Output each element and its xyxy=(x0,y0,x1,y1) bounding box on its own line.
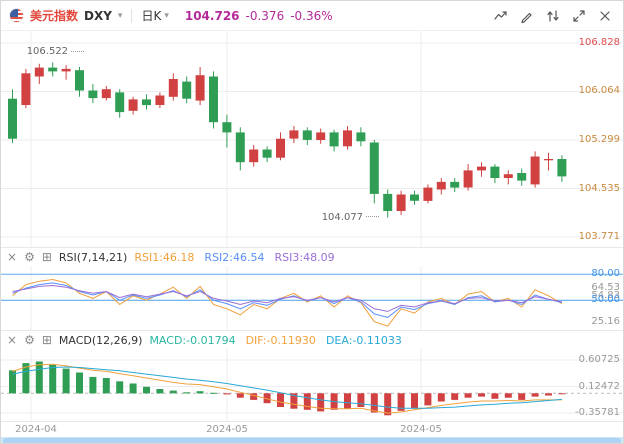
y-axis-label: 50.00 xyxy=(591,294,620,306)
chart-toolbar: 美元指数 DXY ▾ 日K ▾ 104.726 -0.376 -0.36% xyxy=(1,1,623,31)
x-axis-label: 2024-05 xyxy=(400,424,442,435)
chart-scrollbar[interactable] xyxy=(1,437,623,443)
x-axis-label: 2024-04 xyxy=(15,424,57,435)
y-axis-label: 0.12472 xyxy=(578,380,620,392)
low-price-annotation: 104.077 xyxy=(322,212,380,223)
y-axis-label: 25.16 xyxy=(591,315,620,327)
period-label: 日K xyxy=(141,9,162,23)
period-selector[interactable]: 日K ▾ xyxy=(141,7,168,24)
high-price-annotation: 106.522 xyxy=(27,46,85,57)
y-axis-label: 104.535 xyxy=(578,182,620,194)
rsi-header: × ⚙ ⊞ RSI(7,14,21) RSI1:46.18 RSI2:46.54 R… xyxy=(1,248,623,266)
scrollbar-thumb[interactable] xyxy=(3,438,621,443)
y-axis-label: 54.83 xyxy=(591,289,620,301)
legend-item: RSI2:46.54 xyxy=(204,250,265,264)
legend-item: RSI3:48.09 xyxy=(274,250,335,264)
rsi-chart[interactable] xyxy=(1,266,623,330)
y-axis-label: 106.064 xyxy=(578,85,620,97)
candlestick-chart[interactable] xyxy=(1,31,623,247)
last-price: 104.726 xyxy=(184,8,240,23)
y-axis-label: 0.60725 xyxy=(578,354,620,365)
y-axis-label: -0.35781 xyxy=(575,407,620,418)
close-icon[interactable]: × xyxy=(7,333,18,347)
instrument-symbol[interactable]: DXY xyxy=(84,8,112,23)
chevron-down-icon: ▾ xyxy=(164,10,169,21)
price-change: -0.376 xyxy=(245,8,285,23)
y-axis-label: 106.828 xyxy=(578,37,620,48)
instrument-logo-icon xyxy=(9,8,24,23)
legend-item: DEA:-0.11033 xyxy=(325,333,402,347)
gear-icon[interactable]: ⚙ xyxy=(24,250,35,264)
macd-pane: × ⚙ ⊞ MACD(12,26,9) MACD:-0.01794 DIF:-0.… xyxy=(1,330,623,421)
x-axis-label: 2024-05 xyxy=(206,424,248,435)
close-icon[interactable] xyxy=(595,6,615,26)
y-axis-label: 103.771 xyxy=(578,231,620,242)
add-indicator-icon[interactable]: ⊞ xyxy=(41,333,52,347)
close-icon[interactable]: × xyxy=(7,250,18,264)
rsi-title: RSI(7,14,21) xyxy=(58,250,128,264)
legend-item: MACD:-0.01794 xyxy=(149,333,236,347)
macd-title: MACD(12,26,9) xyxy=(58,333,143,347)
chevron-down-icon[interactable]: ▾ xyxy=(117,10,123,21)
rsi-pane: × ⚙ ⊞ RSI(7,14,21) RSI1:46.18 RSI2:46.54 R… xyxy=(1,247,623,330)
line-chart-icon[interactable] xyxy=(491,6,511,26)
legend-item: DIF:-0.11930 xyxy=(245,333,316,347)
legend-item: RSI1:46.18 xyxy=(134,250,195,264)
y-axis-label: 80.00 xyxy=(591,268,620,280)
y-axis-label: 105.299 xyxy=(578,134,620,146)
rsi-legend: RSI1:46.18 RSI2:46.54 RSI3:48.09 xyxy=(134,251,334,264)
divider xyxy=(131,8,133,23)
candlestick-pane: 106.828 106.064 105.299 104.535 103.771 106.5… xyxy=(1,31,623,247)
compare-arrows-icon[interactable] xyxy=(543,6,563,26)
macd-chart[interactable] xyxy=(1,349,623,421)
price-change-pct: -0.36% xyxy=(290,8,333,23)
time-axis: 2024-04 2024-05 2024-05 xyxy=(1,421,623,437)
fullscreen-icon[interactable] xyxy=(569,6,589,26)
draw-pencil-icon[interactable] xyxy=(517,6,537,26)
instrument-name[interactable]: 美元指数 xyxy=(30,9,79,23)
add-indicator-icon[interactable]: ⊞ xyxy=(41,250,52,264)
macd-header: × ⚙ ⊞ MACD(12,26,9) MACD:-0.01794 DIF:-0.… xyxy=(1,331,623,349)
macd-legend: MACD:-0.01794 DIF:-0.11930 DEA:-0.11033 xyxy=(149,334,401,347)
y-axis-label: 64.53 xyxy=(591,281,620,293)
gear-icon[interactable]: ⚙ xyxy=(24,333,35,347)
